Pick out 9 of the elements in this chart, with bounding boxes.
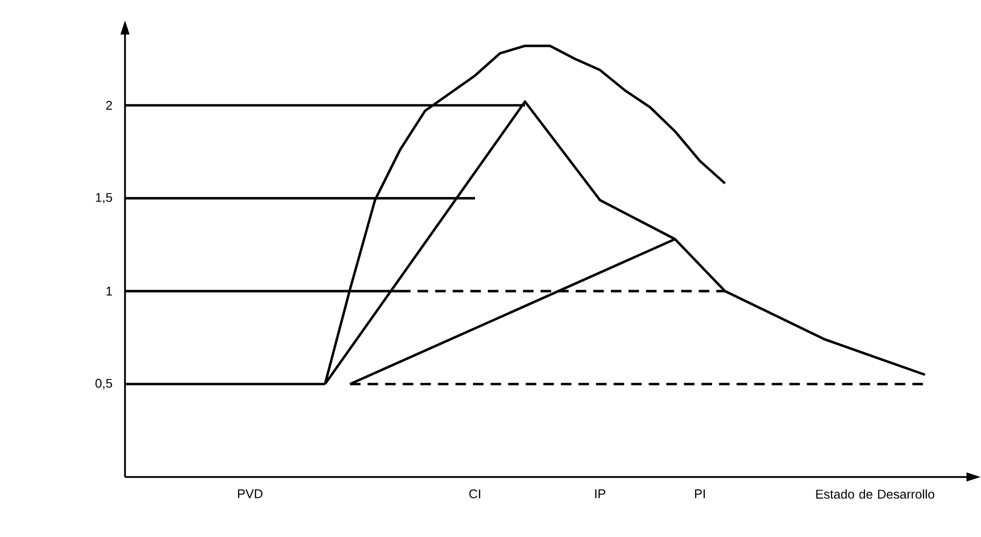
x-tick-label: CI <box>469 489 480 498</box>
y-tick-label: 1,5 <box>96 193 112 204</box>
x-tick-label: PVD <box>238 489 262 498</box>
y-tick-label: 0,5 <box>95 378 112 390</box>
x-tick-label: IP <box>595 489 606 498</box>
x-tick-label: PI <box>695 489 705 498</box>
y-tick-label: 2 <box>106 100 112 110</box>
x-tick-label: Estado de Desarrollo <box>816 489 934 499</box>
y-tick-label: 1 <box>106 286 112 296</box>
